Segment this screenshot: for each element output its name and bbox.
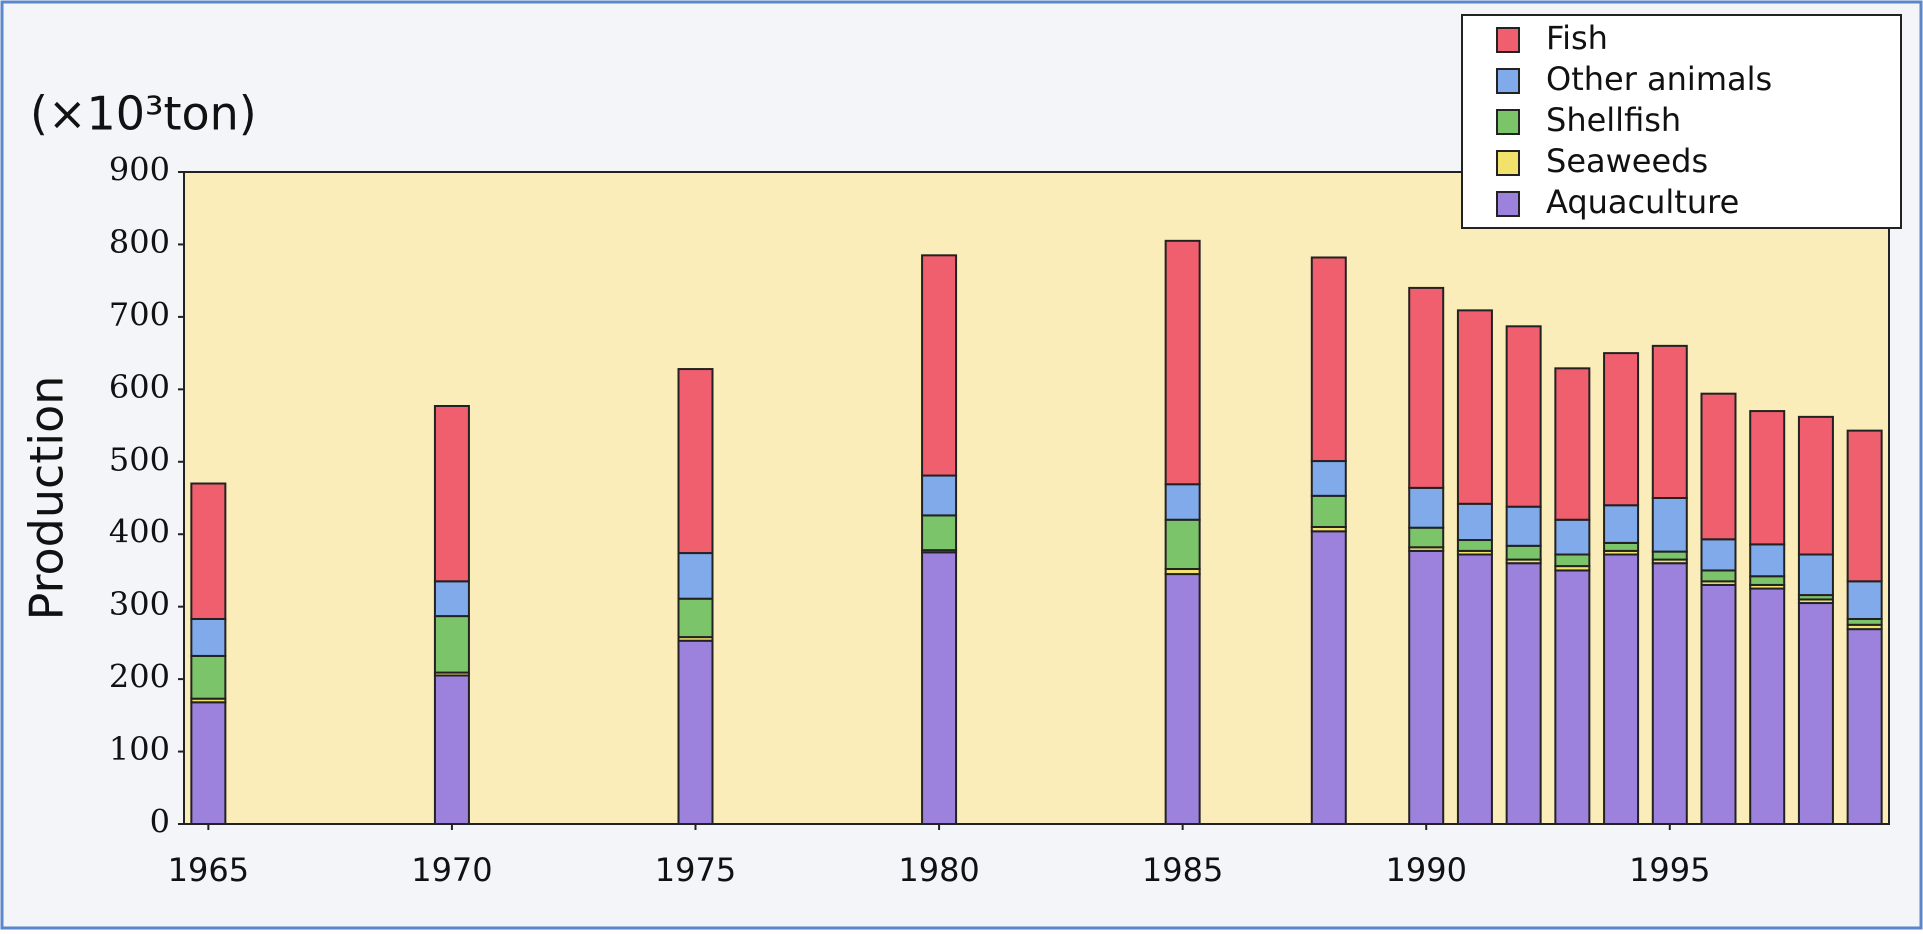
legend-label: Shellfish <box>1546 101 1681 139</box>
legend-label: Aquaculture <box>1546 183 1739 221</box>
bar-segment <box>1554 367 1591 521</box>
bar-segment <box>1456 539 1493 552</box>
bar-segment <box>1505 562 1542 825</box>
bar-segment <box>1846 429 1883 583</box>
bar-segment <box>1310 256 1347 463</box>
bar-segment <box>1310 460 1347 497</box>
y-tick-label: 200 <box>109 658 170 696</box>
bar-segment <box>1164 573 1201 825</box>
legend-label: Other animals <box>1546 60 1772 98</box>
bar-segment <box>1603 541 1640 552</box>
bar-segment <box>1554 553 1591 568</box>
bar-segment <box>433 674 470 825</box>
bar-segment <box>1408 526 1445 549</box>
x-tick-label: 1995 <box>1629 851 1710 889</box>
x-tick-label: 1985 <box>1142 851 1223 889</box>
bar-segment <box>677 597 714 639</box>
bar-segment <box>433 404 470 583</box>
bar-segment <box>1651 562 1688 825</box>
y-tick-label: 300 <box>109 585 170 623</box>
bar-segment <box>1846 628 1883 825</box>
bar-segment <box>1603 504 1640 544</box>
bar-segment <box>433 615 470 674</box>
bar-segment <box>1310 530 1347 826</box>
bar-segment <box>1164 483 1201 521</box>
bar-segment <box>677 552 714 600</box>
bar-segment <box>1700 583 1737 826</box>
bar-segment <box>1797 553 1834 597</box>
bar-segment <box>1408 286 1445 489</box>
y-tick-label: 400 <box>109 513 170 551</box>
legend-swatch <box>1496 191 1520 217</box>
bar-segment <box>921 474 958 517</box>
x-tick-label: 1975 <box>655 851 736 889</box>
y-tick-label: 500 <box>109 440 170 478</box>
bar-segment <box>1749 575 1786 586</box>
x-tick-label: 1965 <box>168 851 249 889</box>
x-tick-label: 1990 <box>1385 851 1466 889</box>
bar-segment <box>1749 587 1786 825</box>
x-tick-label: 1970 <box>411 851 492 889</box>
y-tick-label: 900 <box>109 151 170 189</box>
bar-segment <box>1505 325 1542 508</box>
legend-swatch <box>1496 27 1520 53</box>
legend-label: Fish <box>1546 19 1608 57</box>
bar-segment <box>190 482 227 620</box>
bar-segment <box>190 617 227 657</box>
legend-swatch <box>1496 68 1520 94</box>
bar-segment <box>1651 344 1688 499</box>
bar-segment <box>1651 550 1688 561</box>
bar-segment <box>1797 415 1834 556</box>
y-tick-label: 700 <box>109 295 170 333</box>
y-tick-label: 600 <box>109 368 170 406</box>
bar-segment <box>1651 497 1688 553</box>
bar-segment <box>1749 410 1786 546</box>
bar-segment <box>1700 538 1737 572</box>
bar-segment <box>1505 505 1542 547</box>
bar-segment <box>1749 543 1786 578</box>
bar-segment <box>1554 569 1591 826</box>
legend-box <box>1461 14 1902 229</box>
unit-label: (×10³ton) <box>30 87 257 141</box>
y-tick-label: 100 <box>109 730 170 768</box>
bar-segment <box>677 368 714 555</box>
bar-segment <box>1554 518 1591 556</box>
bar-segment <box>1456 502 1493 542</box>
y-tick-label: 0 <box>150 803 170 841</box>
y-tick-label: 800 <box>109 223 170 261</box>
bar-segment <box>921 551 958 825</box>
bar-segment <box>190 654 227 700</box>
bar-segment <box>1456 309 1493 505</box>
bar-segment <box>1797 602 1834 825</box>
bar-segment <box>1310 494 1347 528</box>
bar-segment <box>1603 352 1640 507</box>
bar-segment <box>1505 544 1542 561</box>
legend-swatch <box>1496 109 1520 135</box>
legend-swatch <box>1496 150 1520 176</box>
bar-segment <box>433 580 470 618</box>
y-axis-label: Production <box>20 376 74 621</box>
bar-segment <box>1408 549 1445 826</box>
bar-segment <box>1408 486 1445 529</box>
bar-segment <box>1603 553 1640 825</box>
bar-segment <box>921 254 958 477</box>
bar-segment <box>921 514 958 552</box>
bar-segment <box>1700 569 1737 583</box>
bar-segment <box>677 639 714 826</box>
bar-segment <box>1846 580 1883 620</box>
legend-label: Seaweeds <box>1546 142 1708 180</box>
bar-segment <box>1164 239 1201 486</box>
bar-segment <box>190 701 227 825</box>
bar-segment <box>1700 392 1737 541</box>
bar-segment <box>1164 518 1201 570</box>
bar-segment <box>1456 553 1493 825</box>
x-tick-label: 1980 <box>898 851 979 889</box>
